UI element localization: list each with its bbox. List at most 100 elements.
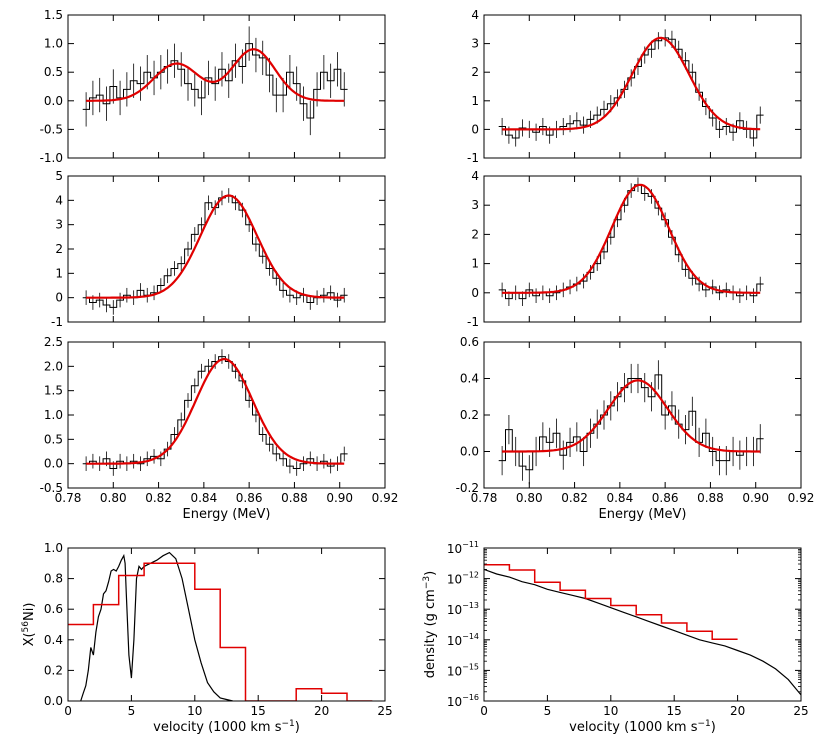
y-tick-label: 4 <box>55 193 63 207</box>
data-step-line <box>498 184 764 300</box>
y-axis-label-text: X( <box>22 632 37 646</box>
y-tick-base: 10 <box>447 695 462 709</box>
binned-histogram <box>68 562 373 701</box>
data-step-line <box>498 374 764 471</box>
y-tick-label: -0.5 <box>40 122 63 136</box>
y-axis-label: X(56Ni) <box>21 603 37 647</box>
y-tick-label: 1 <box>55 266 63 280</box>
y-tick-label: 1.0 <box>44 408 63 422</box>
y-tick-label: 0.2 <box>44 663 63 677</box>
y-tick-label: 2 <box>471 227 479 241</box>
x-tick-label: 0.80 <box>100 491 127 505</box>
x-tick-label: 0.88 <box>281 491 308 505</box>
x-tick-label: 10 <box>187 704 202 718</box>
x-tick-label: 5 <box>544 704 552 718</box>
x-axis-label: Energy (MeV) <box>183 507 271 522</box>
plot-data <box>68 551 373 701</box>
y-tick-label: 0.5 <box>44 432 63 446</box>
panel-8: 0 5 10 15 20 2510−1610−1510−1410−1310−1210−11… <box>422 540 809 735</box>
plot-data <box>498 360 764 485</box>
x-tick-label: 0.92 <box>372 491 399 505</box>
y-axis-label-tail: ) <box>423 571 438 576</box>
y-tick-label: -1.0 <box>40 151 63 165</box>
panel-5: 0.78 0.80 0.82 0.84 0.86 0.88 0.90 0.92 -0.5 0.0 0… <box>40 335 399 522</box>
x-tick-label: 0.82 <box>145 491 172 505</box>
plot-frame <box>483 14 802 159</box>
y-tick-label: 1.0 <box>44 541 63 555</box>
y-tick-exponent: −16 <box>462 693 479 702</box>
x-tick-label: 20 <box>730 704 745 718</box>
x-tick-label: 0.84 <box>190 491 217 505</box>
x-axis-label-tail: ) <box>295 720 300 735</box>
panel-1-plot: -1.0 -0.5 0.0 0.5 1.0 1.5 <box>40 8 386 165</box>
plot-data <box>82 188 348 315</box>
x-tick-label: 15 <box>667 704 682 718</box>
x-tick-label: 25 <box>377 704 392 718</box>
x-tick-label: 0.90 <box>326 491 353 505</box>
y-tick-exponent: −14 <box>462 632 479 641</box>
y-tick-label: 0 <box>55 291 63 305</box>
y-tick-label: 10−11 <box>447 540 479 556</box>
y-tick-base: 10 <box>447 664 462 678</box>
plot-frame <box>483 341 802 489</box>
data-step-line <box>82 43 348 119</box>
y-axis-label: density (g cm−3) <box>422 571 438 678</box>
y-tick-label: 3 <box>55 218 63 232</box>
fit-curve <box>86 357 345 465</box>
x-axis-label-sup: −1 <box>281 719 294 729</box>
x-axis-label-text: velocity (1000 km s <box>153 720 282 735</box>
panel-2: -1 0 1 2 3 4 <box>467 8 802 165</box>
x-tick-label: 5 <box>128 704 136 718</box>
y-tick-label: 0.2 <box>460 408 479 422</box>
plot-frame <box>67 547 386 702</box>
y-tick-label: 3 <box>471 198 479 212</box>
plot-frame <box>67 14 386 159</box>
fit-curve <box>502 379 761 453</box>
binned-histogram <box>484 564 738 640</box>
fit-curve <box>86 194 345 299</box>
y-tick-base: 10 <box>447 634 462 648</box>
x-axis-label-text: velocity (1000 km s <box>569 720 698 735</box>
y-tick-label: 4 <box>471 169 479 183</box>
y-tick-label: 0.5 <box>44 65 63 79</box>
panel-3-plot: -1 0 1 2 3 4 5 <box>51 169 386 329</box>
y-tick-label: 1 <box>471 257 479 271</box>
panel-7-plot: 0 5 10 15 20 25 0.0 0.2 0.4 0.6 0.8 1.0 velocity (10… <box>21 541 393 735</box>
panel-4-plot: -1 0 1 2 3 4 <box>467 169 802 329</box>
y-tick-label: 2 <box>471 65 479 79</box>
y-tick-label: 0.0 <box>44 457 63 471</box>
x-tick-label: 0.90 <box>742 491 769 505</box>
y-tick-base: 10 <box>447 573 462 587</box>
panel-5-plot: 0.78 0.80 0.82 0.84 0.86 0.88 0.90 0.92 -0.5 0.0 0… <box>40 335 399 522</box>
y-tick-label: -0.5 <box>40 481 63 495</box>
x-axis-label-text: Energy (MeV) <box>599 507 687 522</box>
panel-7: 0 5 10 15 20 25 0.0 0.2 0.4 0.6 0.8 1.0 velocity (10… <box>21 541 393 735</box>
y-tick-base: 10 <box>447 603 462 617</box>
y-tick-label: 2.5 <box>44 335 63 349</box>
panel-4: -1 0 1 2 3 4 <box>467 169 802 329</box>
y-tick-label: -1 <box>467 151 479 165</box>
x-tick-label: 15 <box>251 704 266 718</box>
x-tick-label: 0.92 <box>788 491 815 505</box>
y-tick-label: 0.4 <box>460 372 479 386</box>
plot-data <box>498 177 764 306</box>
y-tick-label: 10−13 <box>447 601 479 617</box>
y-axis-label-sup: 56 <box>21 621 31 633</box>
y-tick-label: 1.0 <box>44 37 63 51</box>
y-tick-label: 0.0 <box>44 694 63 708</box>
y-tick-label: 10−15 <box>447 662 479 678</box>
y-tick-label: 0.6 <box>460 335 479 349</box>
y-tick-exponent: −12 <box>462 571 479 580</box>
y-tick-label: -1 <box>467 315 479 329</box>
x-tick-label: 0.88 <box>697 491 724 505</box>
x-axis-label: Energy (MeV) <box>599 507 687 522</box>
y-tick-label: 0.4 <box>44 633 63 647</box>
x-tick-label: 0.80 <box>516 491 543 505</box>
x-axis-label: velocity (1000 km s−1) <box>153 719 300 735</box>
plot-data <box>82 349 348 476</box>
panel-8-plot: 0 5 10 15 20 2510−1610−1510−1410−1310−1210−11… <box>422 540 809 735</box>
x-tick-label: 0.84 <box>606 491 633 505</box>
plot-data <box>498 29 764 147</box>
y-tick-label: 4 <box>471 8 479 22</box>
y-tick-label: 1.5 <box>44 384 63 398</box>
